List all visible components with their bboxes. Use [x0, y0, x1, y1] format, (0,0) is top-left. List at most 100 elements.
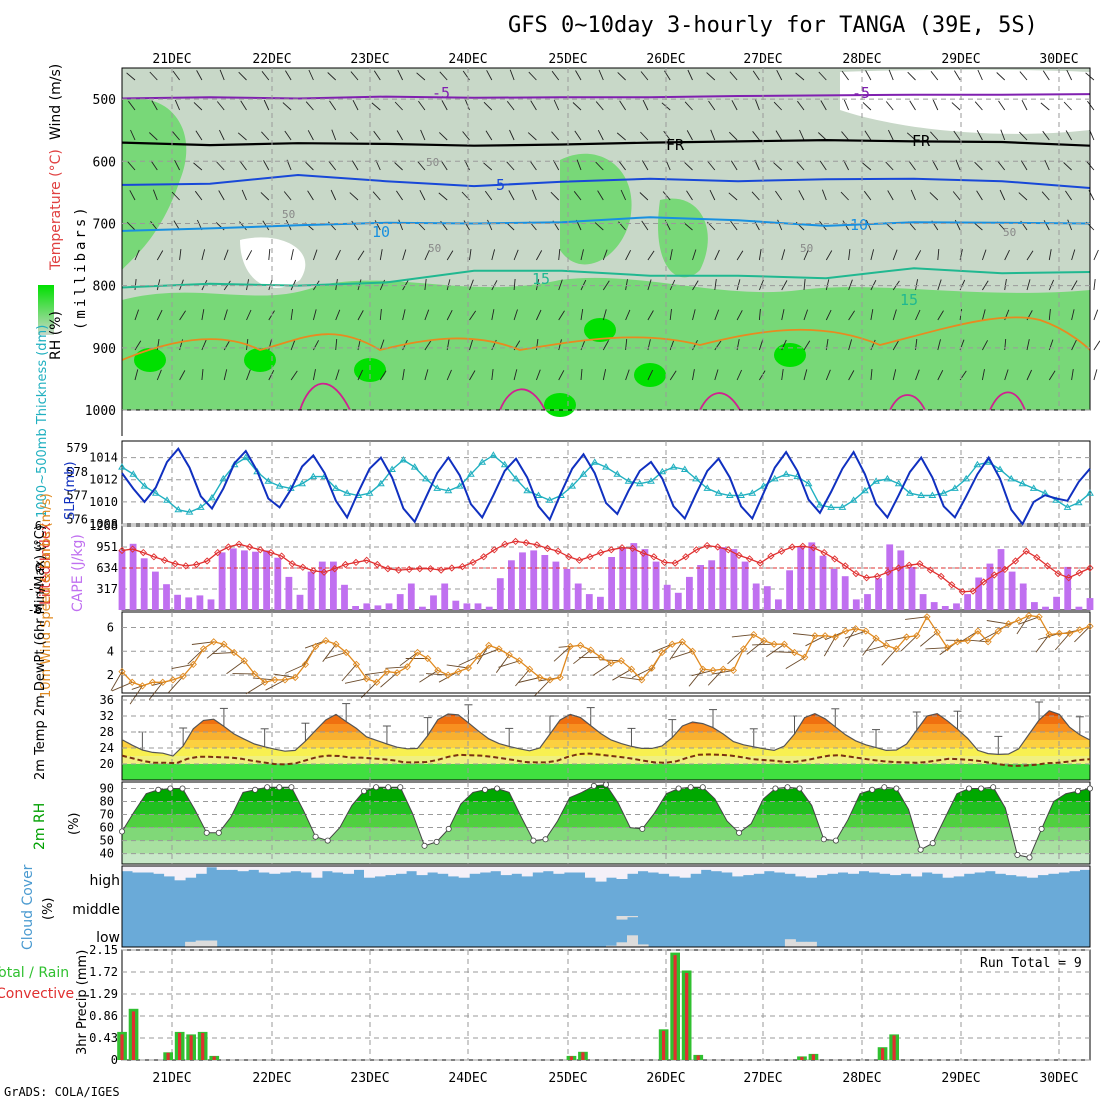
- cape-bar: [307, 571, 315, 610]
- thickness-marker: [1007, 474, 1016, 482]
- wind-barb: [1093, 309, 1099, 321]
- cloud-high-gap: [858, 866, 870, 872]
- wind-barb: [462, 131, 470, 141]
- wind-barb: [1004, 279, 1007, 291]
- cloud-high-gap: [448, 866, 460, 877]
- cloud-high-gap: [1058, 866, 1070, 873]
- wind10m-barb: [171, 663, 194, 670]
- wind-barb: [350, 71, 359, 81]
- cloud-low-bar: [795, 941, 807, 947]
- cape-bar: [719, 547, 727, 610]
- wind-barb: [647, 369, 654, 381]
- wind10m-marker: [851, 625, 860, 633]
- wind-barb: [330, 189, 337, 201]
- wind-barb: [803, 340, 811, 351]
- lifted-index-marker: [341, 560, 350, 569]
- wind10m-marker: [933, 628, 941, 636]
- contour-label: FR: [912, 132, 931, 150]
- cloud-high-gap: [774, 866, 786, 873]
- cape-tick: 634: [96, 561, 118, 575]
- rh2m-marker: [772, 785, 779, 792]
- wind10m-barb: [110, 671, 123, 691]
- thickness-marker: [399, 456, 408, 463]
- wind10m-barb: [245, 681, 265, 695]
- wind10m-marker: [556, 673, 564, 682]
- wind10m-barb: [731, 634, 754, 638]
- wind-barb: [825, 309, 832, 321]
- cape-ylabels: Lifted Index CAPE (J/kg): [38, 523, 86, 612]
- rh2m-marker: [542, 836, 549, 843]
- rh2m-marker: [1074, 788, 1081, 795]
- wind-barb: [758, 249, 762, 261]
- wind-barb: [261, 71, 270, 81]
- wind10m-barb: [1074, 625, 1091, 643]
- wind10m-marker: [220, 640, 228, 648]
- wind-barb: [558, 279, 563, 291]
- wind-barb: [536, 250, 543, 261]
- wind-barb: [424, 369, 429, 381]
- wind-barb: [1048, 249, 1052, 261]
- wind-barb: [952, 191, 961, 201]
- wind-barb: [483, 162, 493, 171]
- wind-barb: [469, 279, 474, 291]
- rh2m-marker: [881, 784, 888, 791]
- cape-bar: [674, 592, 682, 610]
- wind-barb: [973, 222, 983, 231]
- wind-barb: [595, 161, 604, 171]
- wind-barb: [1021, 99, 1028, 111]
- run-total-annotation: Run Total = 9: [980, 956, 1082, 971]
- cloud-high-gap: [890, 866, 902, 876]
- thickness-marker: [332, 484, 340, 491]
- rh2m-marker: [264, 784, 271, 791]
- wind-barb: [686, 190, 693, 201]
- wind10m-barb: [920, 631, 938, 647]
- wind10m-marker: [943, 644, 951, 652]
- lifted-index-marker: [1011, 557, 1020, 565]
- wind-barb: [776, 69, 783, 81]
- wind-barb: [218, 190, 225, 201]
- thickness-marker: [647, 477, 655, 484]
- wind-barb: [781, 339, 787, 351]
- cape-bar: [1042, 606, 1049, 610]
- cape-bar: [152, 571, 159, 610]
- wind-barb: [616, 132, 626, 141]
- cloud-high-gap: [300, 866, 312, 873]
- wind-barb: [327, 72, 337, 81]
- cloud-high-gap: [427, 866, 439, 873]
- wind-barb: [736, 250, 744, 261]
- wind-barb: [843, 159, 850, 171]
- date-label-top: 28DEC: [842, 52, 881, 67]
- cape-bar: [841, 576, 849, 610]
- wind10m-marker: [434, 666, 442, 675]
- thickness-slp-ylabels: 1000~500mb Thickness (dm) SLP (mb): [35, 325, 78, 520]
- wind10m-marker: [1004, 620, 1013, 628]
- wind-barb: [803, 369, 808, 381]
- cape-bar: [474, 603, 482, 610]
- lifted-index-marker: [480, 553, 488, 561]
- cloud-units-label: (%): [41, 898, 56, 921]
- cape-bar: [419, 606, 426, 610]
- wind-barb: [906, 132, 916, 141]
- cape-bar: [1075, 606, 1083, 610]
- wind-barb: [558, 370, 565, 381]
- lifted-index-marker: [799, 542, 807, 550]
- wind10m-marker: [729, 666, 738, 675]
- wind-barb: [402, 249, 407, 261]
- cape-bar: [975, 577, 983, 610]
- wind-barb: [692, 249, 697, 261]
- wind-barb: [469, 310, 477, 321]
- wind-barb: [773, 162, 783, 171]
- lifted-index-marker: [288, 560, 296, 568]
- wind-barb: [951, 102, 961, 111]
- wind10m-marker: [485, 641, 493, 650]
- wind10m-barb: [711, 669, 734, 675]
- wind10m-barb: [727, 648, 744, 665]
- rh2m-marker: [687, 784, 694, 791]
- wind-barb: [201, 249, 206, 261]
- thickness-marker: [579, 470, 588, 477]
- cloud-high-gap: [827, 866, 838, 874]
- wind-barb: [1026, 339, 1030, 351]
- cloud-high-gap: [921, 866, 933, 873]
- cape-bar: [352, 606, 359, 610]
- thickness-marker: [455, 482, 464, 489]
